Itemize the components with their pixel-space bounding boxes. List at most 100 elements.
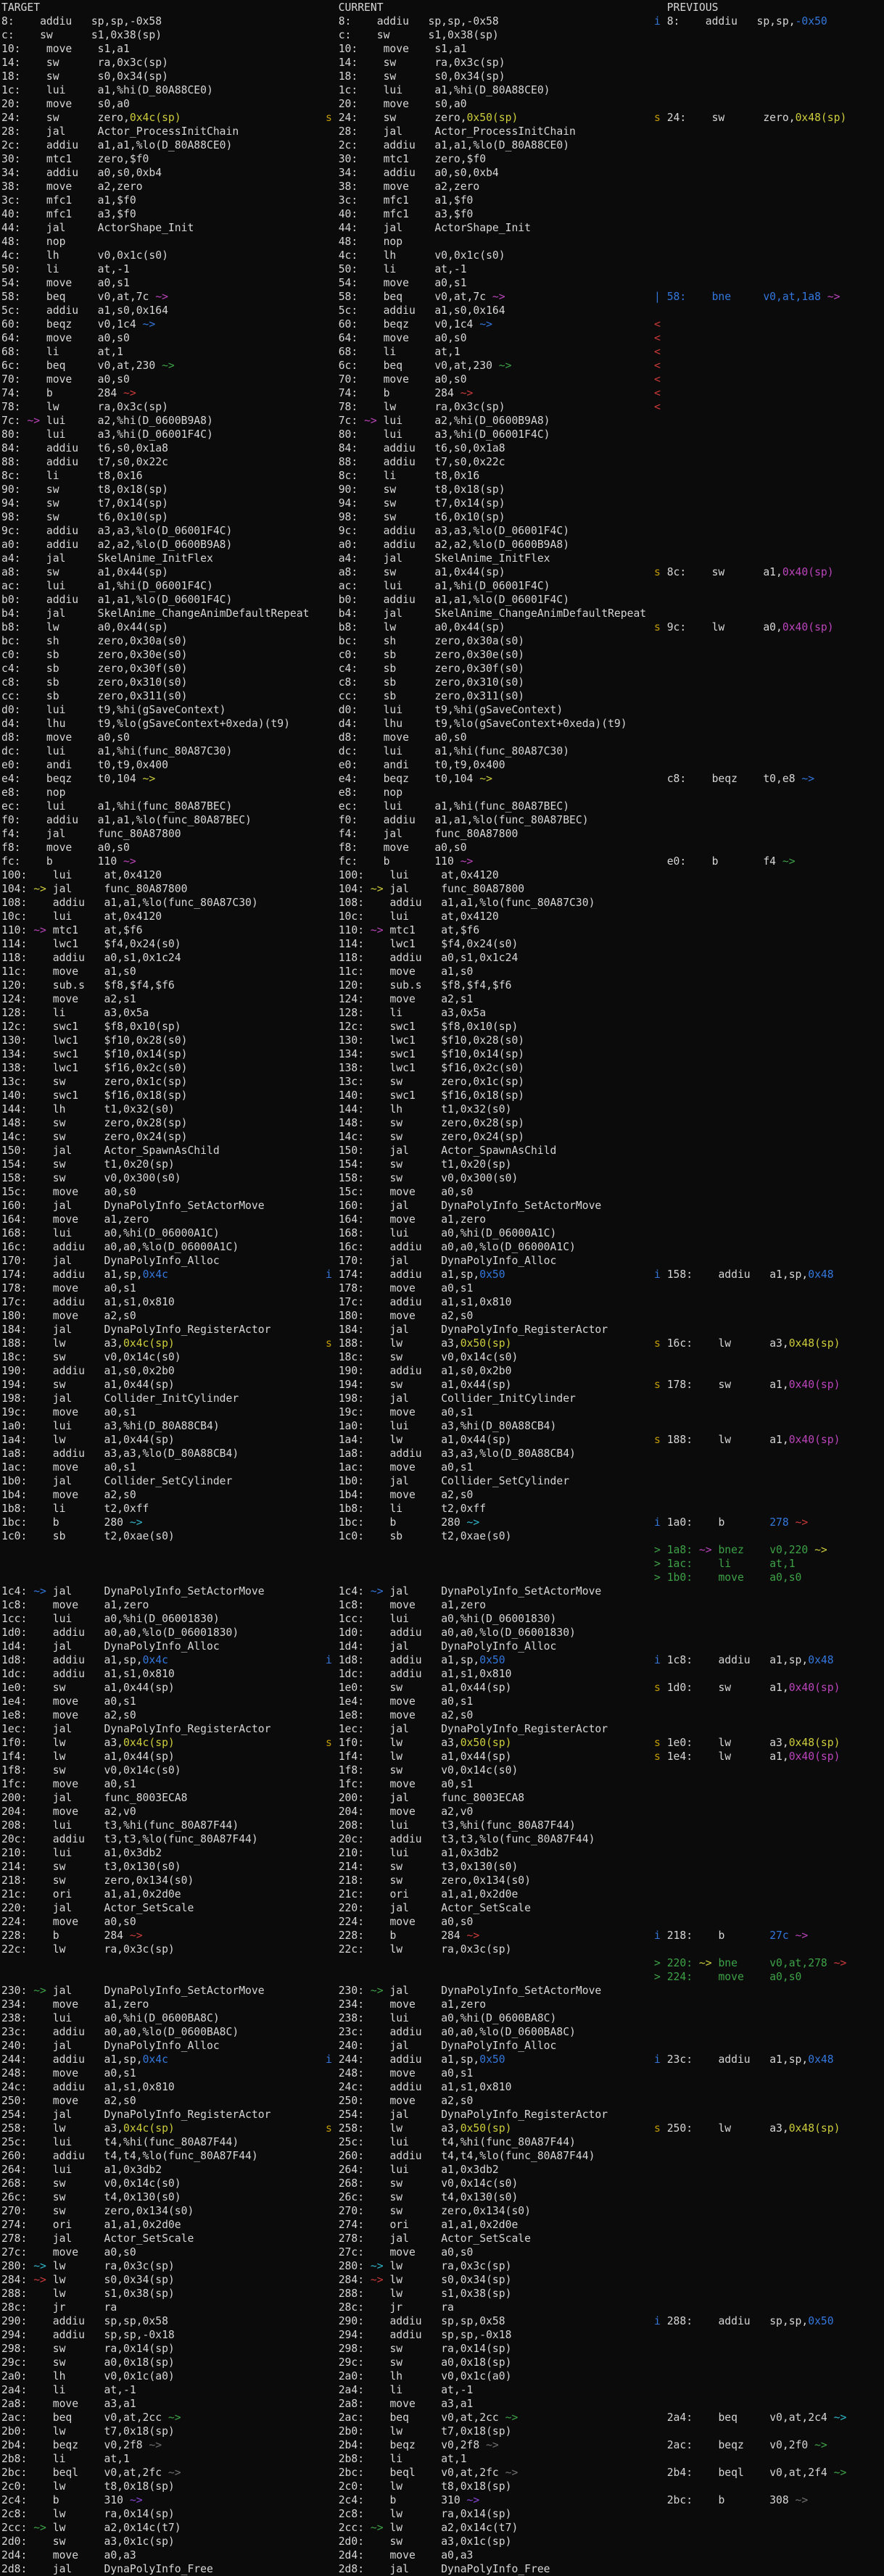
highlight-segment: ~> [453, 387, 474, 399]
text-segment: b [52, 1516, 104, 1529]
text-segment: 208: [338, 1819, 371, 1832]
text-segment: 1f8: [338, 1764, 371, 1777]
text-segment [371, 2370, 390, 2382]
text-segment [27, 360, 46, 372]
text-segment: DynaPolyInfo_RegisterActor [441, 1324, 608, 1336]
text-segment [27, 84, 46, 96]
text-segment [326, 2274, 339, 2286]
text-segment: sp,sp,-0x58 [428, 15, 499, 28]
asm-row [654, 896, 846, 910]
text-segment [371, 1089, 390, 1102]
text-segment: a0,s0,0xb4 [434, 167, 499, 179]
text-segment [371, 1117, 390, 1129]
highlight-segment: 0x50(sp) [460, 2122, 512, 2135]
text-segment: lw [718, 1337, 770, 1350]
text-segment [27, 607, 46, 620]
text-segment [326, 263, 339, 275]
text-segment: lwc1 [52, 938, 104, 950]
text-segment: at,-1 [97, 263, 130, 275]
text-segment: t0,t9,0x400 [434, 759, 505, 771]
asm-row: 174: addiu a1,sp,0x4c [1, 1268, 309, 1281]
text-segment: sw [46, 70, 98, 83]
highlight-segment: 0x50 [479, 1654, 505, 1666]
highlight-segment: i [654, 1929, 667, 1942]
text-segment [33, 1530, 53, 1542]
text-segment: 238: [1, 2012, 34, 2024]
highlight-segment: 0x40(sp) [788, 1379, 840, 1391]
asm-row [654, 882, 846, 896]
text-segment: 48: [338, 236, 365, 248]
text-segment: move [389, 1406, 442, 1418]
text-segment: sw [52, 1861, 104, 1873]
text-segment: 26c: [1, 2191, 34, 2203]
highlight-segment: 0x50 [479, 1268, 505, 1281]
text-segment: sw [52, 1874, 104, 1887]
text-segment: 1d4: [338, 1640, 371, 1653]
text-segment [27, 814, 46, 826]
asm-row: e0: andi t0,t9,0x400 [1, 758, 309, 772]
text-segment [371, 2343, 390, 2355]
text-segment: f0: [1, 814, 28, 826]
asm-row: 148: sw zero,0x28(sp) [326, 1116, 646, 1130]
text-segment: sp,sp,-0x18 [441, 2329, 512, 2341]
highlight-segment: ~> [370, 2274, 390, 2286]
text-segment [326, 1117, 339, 1129]
asm-row [654, 1502, 846, 1516]
asm-row: s 188: lw a3,0x50(sp) [326, 1337, 646, 1350]
text-segment [699, 2494, 719, 2506]
text-segment: mfc1 [46, 194, 98, 207]
text-segment [371, 1324, 390, 1336]
text-segment [326, 1861, 339, 1873]
asm-row: 178: move a0,s1 [326, 1281, 646, 1295]
text-segment: a1,a1,0x2d0e [441, 1888, 519, 1900]
text-segment: sw [383, 483, 435, 496]
text-segment: 254: [338, 2108, 371, 2121]
text-segment [326, 676, 339, 689]
text-segment [27, 456, 46, 468]
text-segment [371, 2480, 390, 2493]
text-segment: 1d8: [338, 1654, 371, 1666]
text-segment: zero,$f0 [97, 153, 149, 165]
text-segment [326, 1902, 339, 1914]
text-segment [371, 1213, 390, 1226]
text-segment [371, 2288, 390, 2300]
text-segment: move [52, 1916, 104, 1928]
text-segment: 80: [338, 428, 365, 441]
text-segment: lw [52, 2122, 104, 2135]
asm-row [654, 1887, 846, 1901]
text-segment: e0: [338, 759, 365, 771]
text-segment: zero,0x310(s0) [434, 676, 525, 689]
asm-row: 1b0: jal Collider_SetCylinder [326, 1474, 646, 1488]
text-segment [371, 1186, 390, 1198]
asm-row [654, 2080, 846, 2094]
asm-row: 218: sw zero,0x134(s0) [326, 1874, 646, 1887]
text-segment: jal [389, 1640, 442, 1653]
text-segment: move [389, 1916, 442, 1928]
asm-row: 26c: sw t4,0x130(s0) [326, 2190, 646, 2204]
asm-row: > 1ac: li at,1 [654, 1557, 846, 1571]
text-segment: a2,s0 [104, 2095, 136, 2107]
asm-row: 27c: move a0,s0 [326, 2245, 646, 2259]
asm-row [654, 2342, 846, 2356]
text-segment: beqz [46, 773, 98, 785]
text-segment [364, 635, 384, 647]
asm-row: 280: ~> lw ra,0x3c(sp) [1, 2259, 309, 2273]
text-segment: Actor_SetScale [104, 2232, 194, 2245]
text-segment: 44: [1, 222, 28, 234]
text-segment: a1,s1,0x810 [104, 2081, 175, 2093]
asm-row: 14c: sw zero,0x24(sp) [326, 1130, 646, 1144]
text-segment: lui [52, 1613, 104, 1625]
text-segment [27, 373, 46, 386]
text-segment: 118: [338, 952, 371, 964]
text-segment: jal [389, 1392, 442, 1405]
text-segment [33, 2467, 53, 2479]
text-segment: 22c: [1, 1943, 34, 1956]
text-segment: lw [389, 1337, 442, 1350]
text-segment: a0,s1 [104, 2067, 136, 2080]
asm-row: 108: addiu a1,a1,%lo(func_80A87C30) [1, 896, 309, 910]
text-segment: fc: [1, 855, 28, 868]
asm-row [654, 1461, 846, 1474]
asm-row: 184: jal DynaPolyInfo_RegisterActor [326, 1323, 646, 1337]
highlight-segment: 0x40(sp) [788, 1682, 840, 1694]
text-segment: lw [389, 2508, 442, 2520]
